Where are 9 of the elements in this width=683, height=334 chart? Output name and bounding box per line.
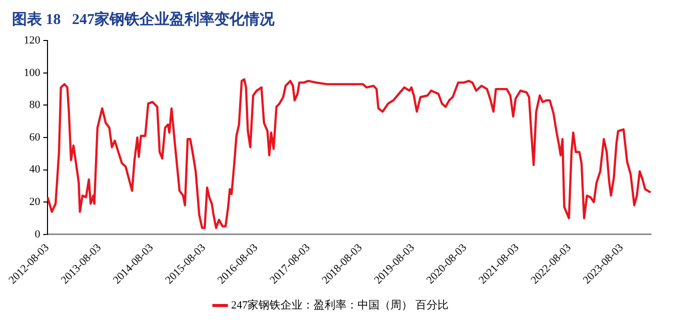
- legend-label: 247家钢铁企业：盈利率：中国（周） 百分比: [231, 298, 448, 312]
- chart-title: 图表 18 247家钢铁企业盈利率变化情况: [11, 10, 276, 30]
- y-tick-label: 20: [29, 196, 41, 208]
- y-tick-label: 100: [24, 66, 41, 79]
- y-tick-label: 40: [29, 164, 41, 176]
- y-tick-label: 120: [24, 34, 41, 46]
- y-tick-label: 0: [34, 228, 41, 240]
- y-tick-label: 80: [29, 99, 41, 112]
- y-tick-label: 60: [29, 131, 41, 144]
